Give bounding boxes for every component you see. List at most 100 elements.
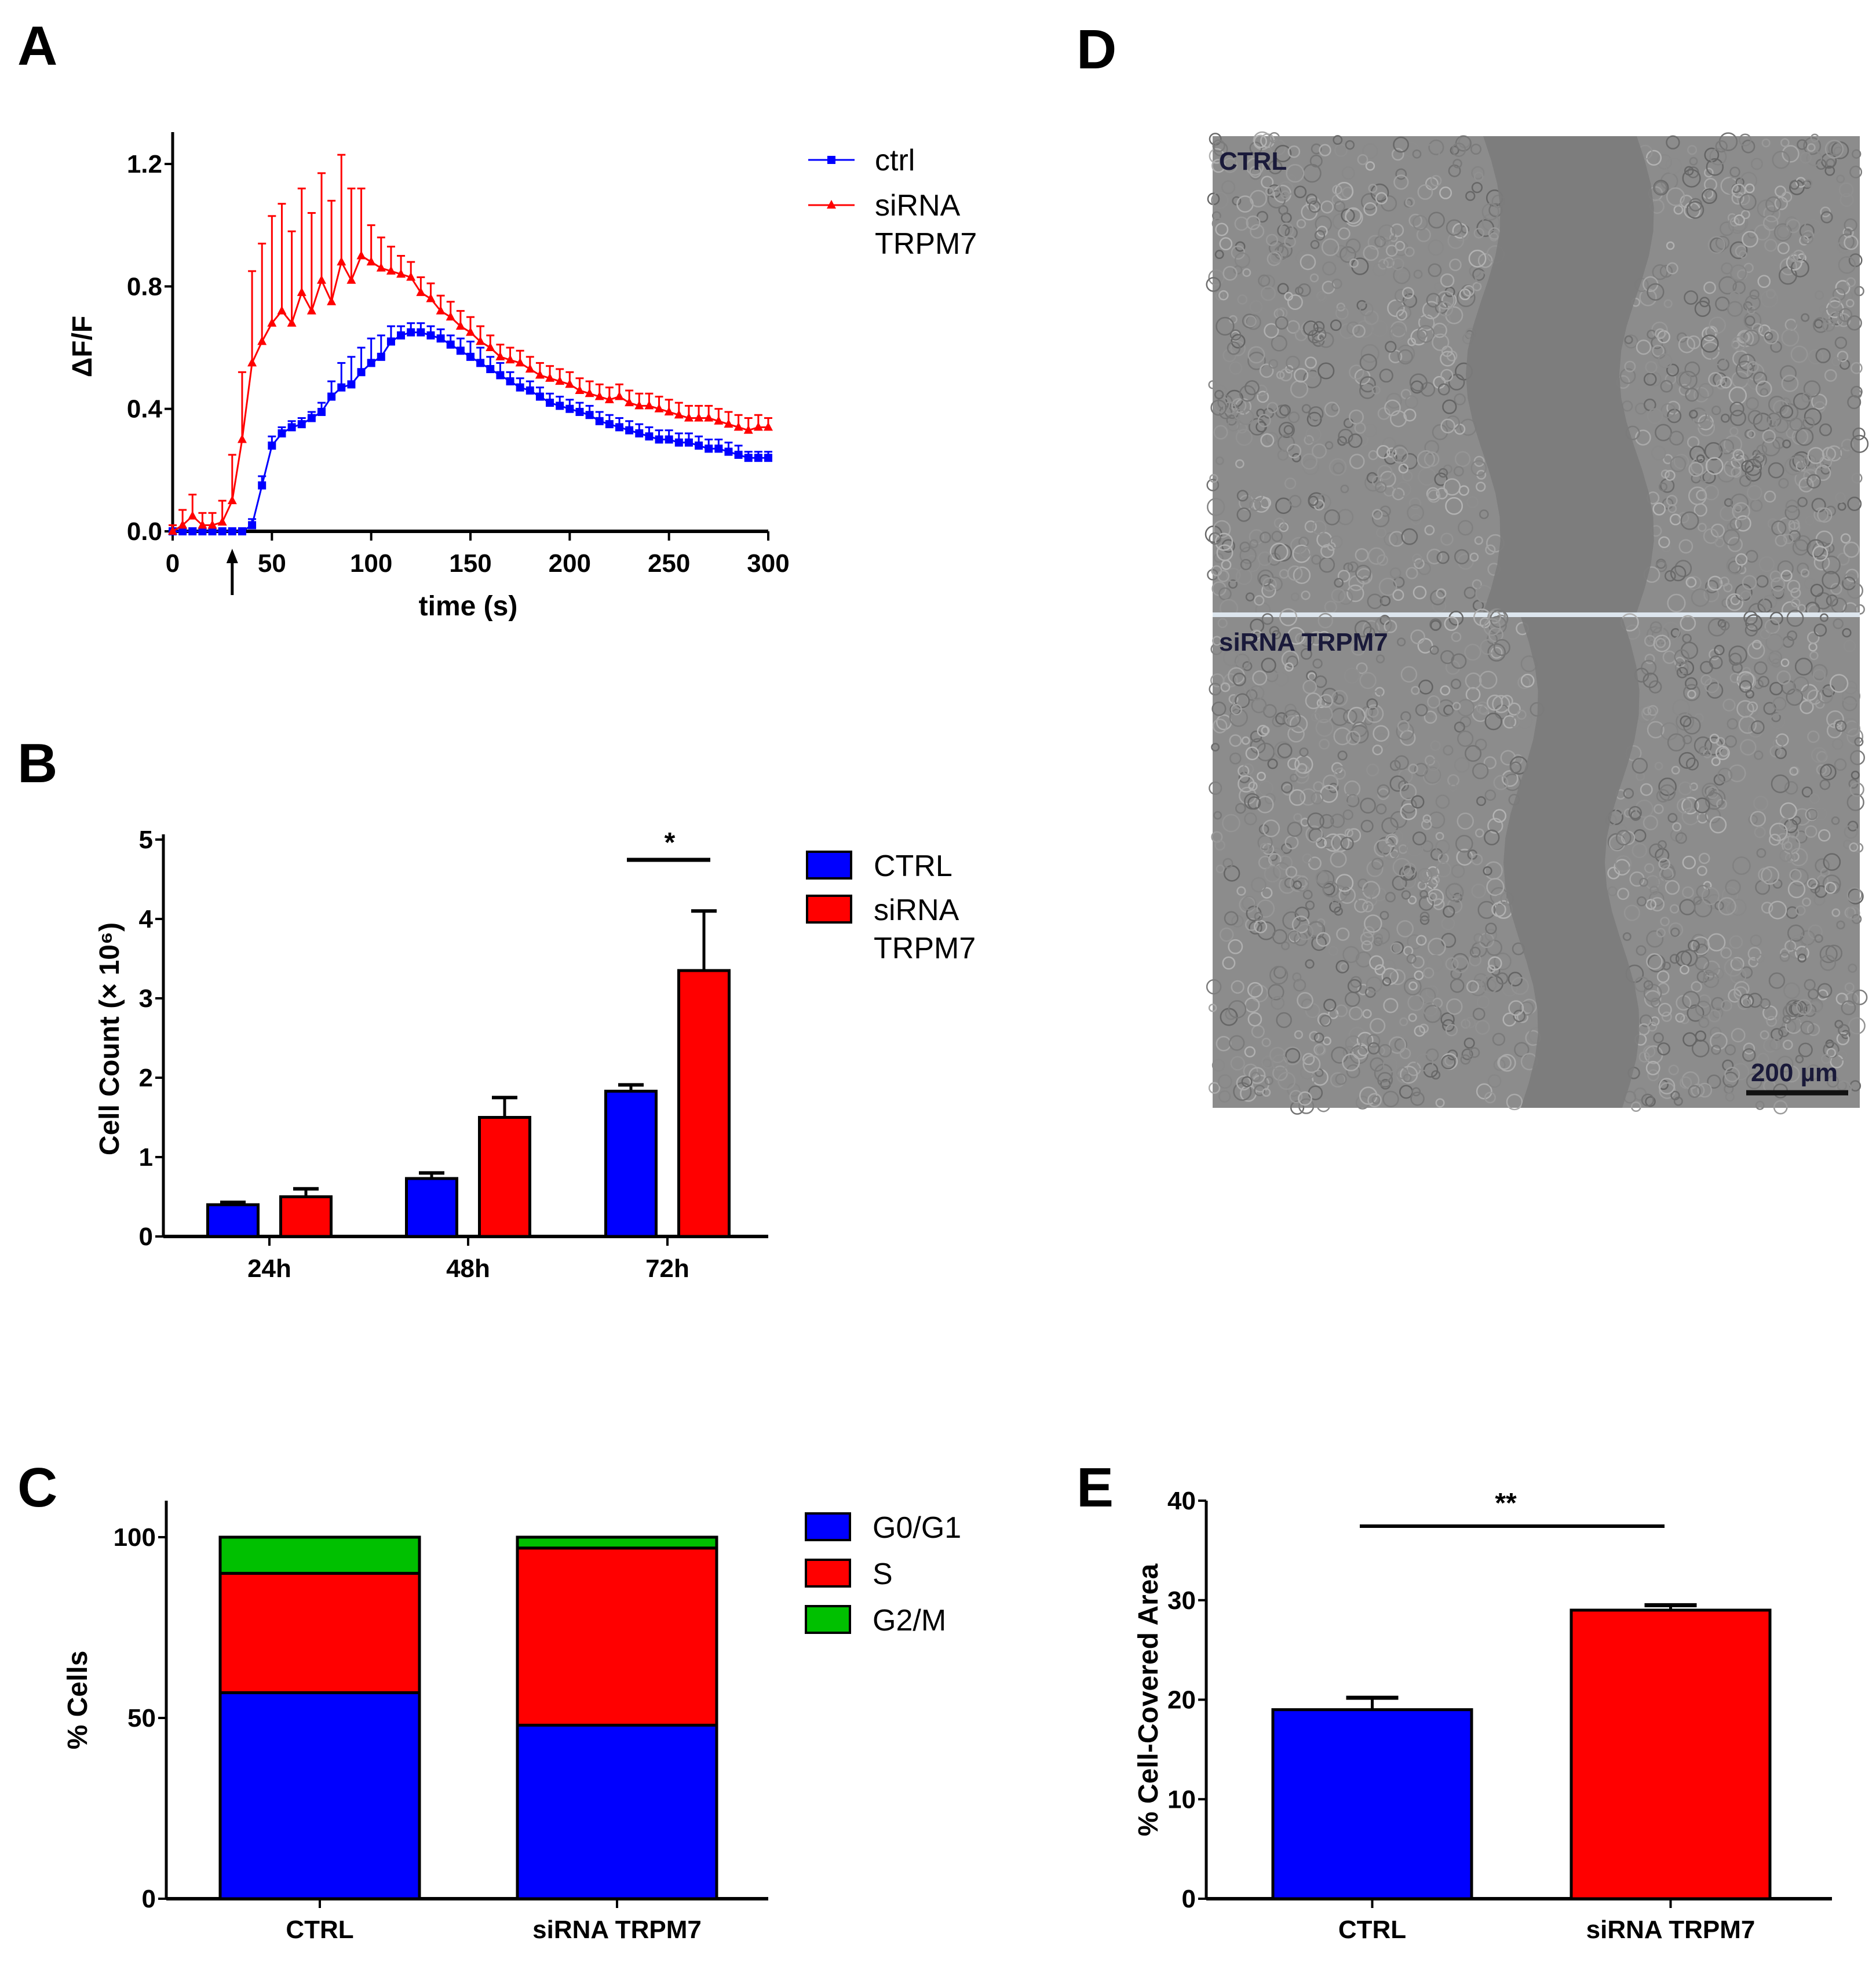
- cell: [1806, 808, 1818, 820]
- cell: [1232, 672, 1246, 687]
- cell: [1216, 316, 1235, 336]
- cell: [1845, 991, 1859, 1006]
- cell: [1488, 956, 1502, 971]
- cell: [1366, 1034, 1381, 1048]
- cell: [1498, 1054, 1516, 1072]
- cell: [1344, 828, 1353, 838]
- cell: [1374, 839, 1392, 858]
- cell: [1761, 437, 1780, 457]
- cell: [1811, 664, 1828, 681]
- cell: [1434, 472, 1448, 486]
- cell: [1658, 536, 1670, 548]
- cell: [1746, 397, 1759, 410]
- cell: [1783, 841, 1793, 851]
- cell: [1822, 555, 1841, 575]
- cell: [1277, 743, 1293, 758]
- cell: [1804, 825, 1817, 838]
- cell: [1236, 507, 1251, 522]
- cell: [1258, 274, 1271, 287]
- cell: [1294, 328, 1308, 341]
- cell: [1800, 700, 1814, 714]
- cell: [1744, 458, 1762, 476]
- cell: [1697, 523, 1707, 532]
- cell: [1615, 855, 1632, 872]
- cell: [1476, 481, 1486, 492]
- cell: [1334, 200, 1346, 212]
- data-point: [744, 454, 753, 462]
- cell: [1795, 1055, 1804, 1064]
- cell: [1359, 302, 1374, 316]
- cell: [1374, 964, 1386, 976]
- cell: [1288, 411, 1300, 424]
- cell: [1729, 241, 1748, 260]
- data-point: [396, 269, 406, 278]
- cell: [1665, 880, 1680, 895]
- cell: [1235, 693, 1250, 709]
- cell: [1469, 979, 1487, 997]
- cell: [1405, 197, 1415, 207]
- wound-gap: [1466, 136, 1654, 612]
- cell: [1257, 725, 1269, 737]
- cell: [1841, 439, 1854, 452]
- cell: [1697, 865, 1707, 876]
- cell: [1234, 252, 1250, 268]
- cell: [1304, 520, 1317, 533]
- cell: [1391, 257, 1404, 271]
- cell: [1635, 800, 1654, 818]
- cell: [1764, 239, 1778, 252]
- cell: [1773, 1100, 1788, 1115]
- cell: [1300, 648, 1312, 660]
- legend-label: CTRL: [874, 849, 952, 883]
- cell: [1254, 1085, 1266, 1096]
- cell: [1338, 227, 1351, 240]
- cell: [1382, 1057, 1398, 1073]
- cell: [1624, 335, 1633, 345]
- cell: [1365, 704, 1384, 723]
- cell: [1342, 946, 1360, 964]
- cell: [1789, 1002, 1802, 1016]
- cell: [1705, 791, 1724, 810]
- cell: [1284, 291, 1293, 301]
- cell: [1214, 532, 1233, 551]
- cell: [1644, 863, 1655, 874]
- cell: [1360, 819, 1374, 833]
- cell: [1635, 429, 1651, 446]
- cell: [1282, 911, 1301, 930]
- cell: [1485, 922, 1497, 935]
- data-point: [714, 415, 724, 425]
- cell: [1222, 858, 1233, 869]
- cell: [1452, 702, 1461, 710]
- cell: [1284, 662, 1294, 672]
- cell: [1423, 144, 1440, 161]
- cell: [1774, 196, 1789, 210]
- stimulus-arrow-head: [226, 549, 238, 563]
- cell: [1804, 516, 1815, 526]
- cell: [1698, 1017, 1710, 1028]
- cell: [1370, 183, 1389, 202]
- cell: [1262, 819, 1280, 837]
- cell: [1643, 672, 1659, 688]
- cell: [1256, 408, 1265, 418]
- cell: [1849, 782, 1864, 797]
- cell: [1647, 1022, 1658, 1032]
- y-tick-label: 2: [139, 1064, 153, 1092]
- cell: [1428, 139, 1444, 155]
- cell: [1415, 1053, 1434, 1072]
- cell: [1469, 552, 1479, 562]
- data-point: [644, 400, 654, 410]
- cell: [1691, 981, 1702, 993]
- cell: [1639, 877, 1648, 887]
- cell: [1729, 402, 1744, 417]
- cell: [1718, 276, 1737, 295]
- cell: [1623, 808, 1634, 818]
- cell: [1685, 388, 1699, 402]
- cell: [1418, 679, 1433, 695]
- cell: [1354, 620, 1372, 637]
- cell: [1742, 575, 1757, 590]
- cell: [1643, 815, 1659, 831]
- cell: [1474, 271, 1487, 283]
- cell: [1486, 878, 1505, 896]
- data-point: [466, 352, 475, 361]
- cell: [1687, 690, 1696, 699]
- cell: [1436, 551, 1450, 564]
